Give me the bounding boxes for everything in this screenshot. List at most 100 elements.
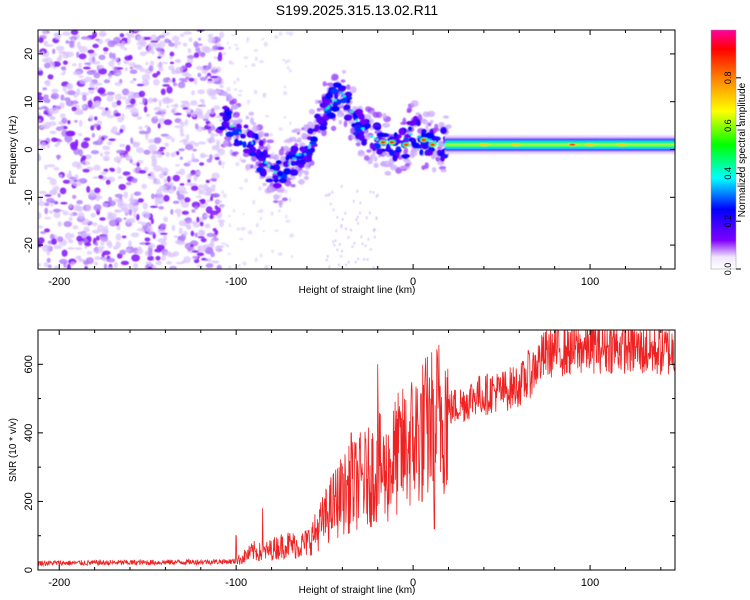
noise-blob [73, 99, 78, 107]
signal-halo [263, 132, 270, 137]
noise-blob [210, 96, 217, 100]
noise-blob [57, 221, 62, 227]
signal-halo [403, 147, 409, 155]
noise-blob [169, 51, 175, 57]
noise-blob [103, 79, 111, 84]
noise-blob [55, 45, 65, 52]
noise-blob [98, 246, 105, 249]
noise-blob [98, 68, 107, 75]
signal-halo [241, 159, 247, 163]
noise-blob [96, 120, 103, 126]
noise-blob [124, 67, 129, 72]
noise-blob [205, 258, 209, 262]
noise-blob [205, 179, 210, 184]
noise-blob [235, 161, 240, 167]
noise-blob [38, 190, 47, 195]
noise-blob [126, 104, 135, 108]
noise-blob [252, 199, 256, 205]
noise-blob [136, 228, 145, 232]
x-tick-label: 100 [581, 276, 599, 288]
noise-blob [262, 93, 267, 99]
noise-blob [124, 153, 130, 161]
signal-core [394, 139, 402, 144]
noise-blob [285, 31, 290, 35]
noise-blob [134, 141, 141, 147]
signal-core [225, 131, 235, 138]
noise-blob [65, 130, 75, 137]
signal-hotspot [369, 135, 373, 138]
noise-blob [128, 240, 132, 248]
noise-blob [165, 151, 170, 158]
signal-halo [384, 170, 392, 176]
signal-halo [248, 111, 255, 116]
noise-blob [213, 81, 222, 85]
signal-streak [340, 223, 343, 227]
signal-streak [376, 193, 379, 197]
noise-blob [206, 88, 215, 96]
noise-blob [114, 81, 122, 87]
noise-blob [180, 100, 190, 104]
noise-blob [78, 149, 84, 157]
spectrogram-x-label: Height of straight line (km) [299, 285, 416, 296]
signal-streak [325, 258, 328, 262]
signal-core [315, 116, 325, 124]
spectrogram-blur-layer [38, 30, 675, 269]
noise-blob [65, 40, 70, 44]
signal-halo [273, 194, 280, 200]
signal-halo [231, 104, 239, 110]
noise-blob [166, 105, 170, 109]
noise-blob [215, 199, 223, 203]
noise-blob [184, 119, 189, 126]
noise-blob [52, 48, 56, 55]
noise-blob [207, 33, 214, 38]
signal-streak [336, 248, 339, 252]
signal-core [386, 143, 391, 151]
noise-blob [99, 217, 106, 221]
signal-core [222, 115, 231, 122]
signal-core [360, 119, 368, 125]
signal-halo [251, 122, 257, 126]
noise-blob [44, 107, 49, 112]
noise-blob [138, 126, 143, 130]
noise-blob [102, 202, 109, 208]
signal-streak [372, 266, 375, 269]
signal-hotspot [292, 157, 297, 160]
noise-blob [51, 88, 59, 93]
noise-blob [46, 143, 51, 149]
noise-blob [98, 54, 106, 60]
noise-blob [196, 114, 205, 119]
noise-blob [243, 56, 249, 60]
noise-blob [44, 194, 52, 197]
noise-blob [163, 234, 168, 241]
noise-blob [219, 31, 225, 39]
noise-blob [247, 100, 251, 103]
signal-core [324, 99, 332, 104]
noise-blob [182, 107, 189, 110]
noise-blob [119, 249, 127, 255]
signal-hotspot [438, 143, 440, 146]
noise-blob [210, 75, 219, 79]
noise-blob [122, 96, 127, 100]
noise-blob [46, 257, 51, 263]
noise-blob [94, 116, 98, 121]
signal-streak [333, 243, 336, 247]
signal-halo [364, 132, 368, 138]
signal-streak [328, 192, 331, 196]
noise-blob [107, 40, 116, 48]
noise-blob [68, 216, 73, 222]
noise-blob [106, 141, 113, 146]
signal-halo [439, 140, 443, 145]
noise-blob [76, 51, 80, 58]
signal-core [326, 92, 334, 99]
signal-halo [283, 147, 292, 152]
noise-blob [151, 264, 157, 269]
signal-hotspot [376, 138, 379, 141]
noise-blob [56, 154, 61, 161]
noise-blob [130, 137, 134, 144]
noise-blob [258, 186, 262, 191]
noise-blob [46, 250, 51, 256]
noise-blob [190, 109, 194, 114]
signal-streak [367, 237, 370, 241]
signal-halo [373, 162, 379, 168]
signal-halo [326, 82, 334, 87]
